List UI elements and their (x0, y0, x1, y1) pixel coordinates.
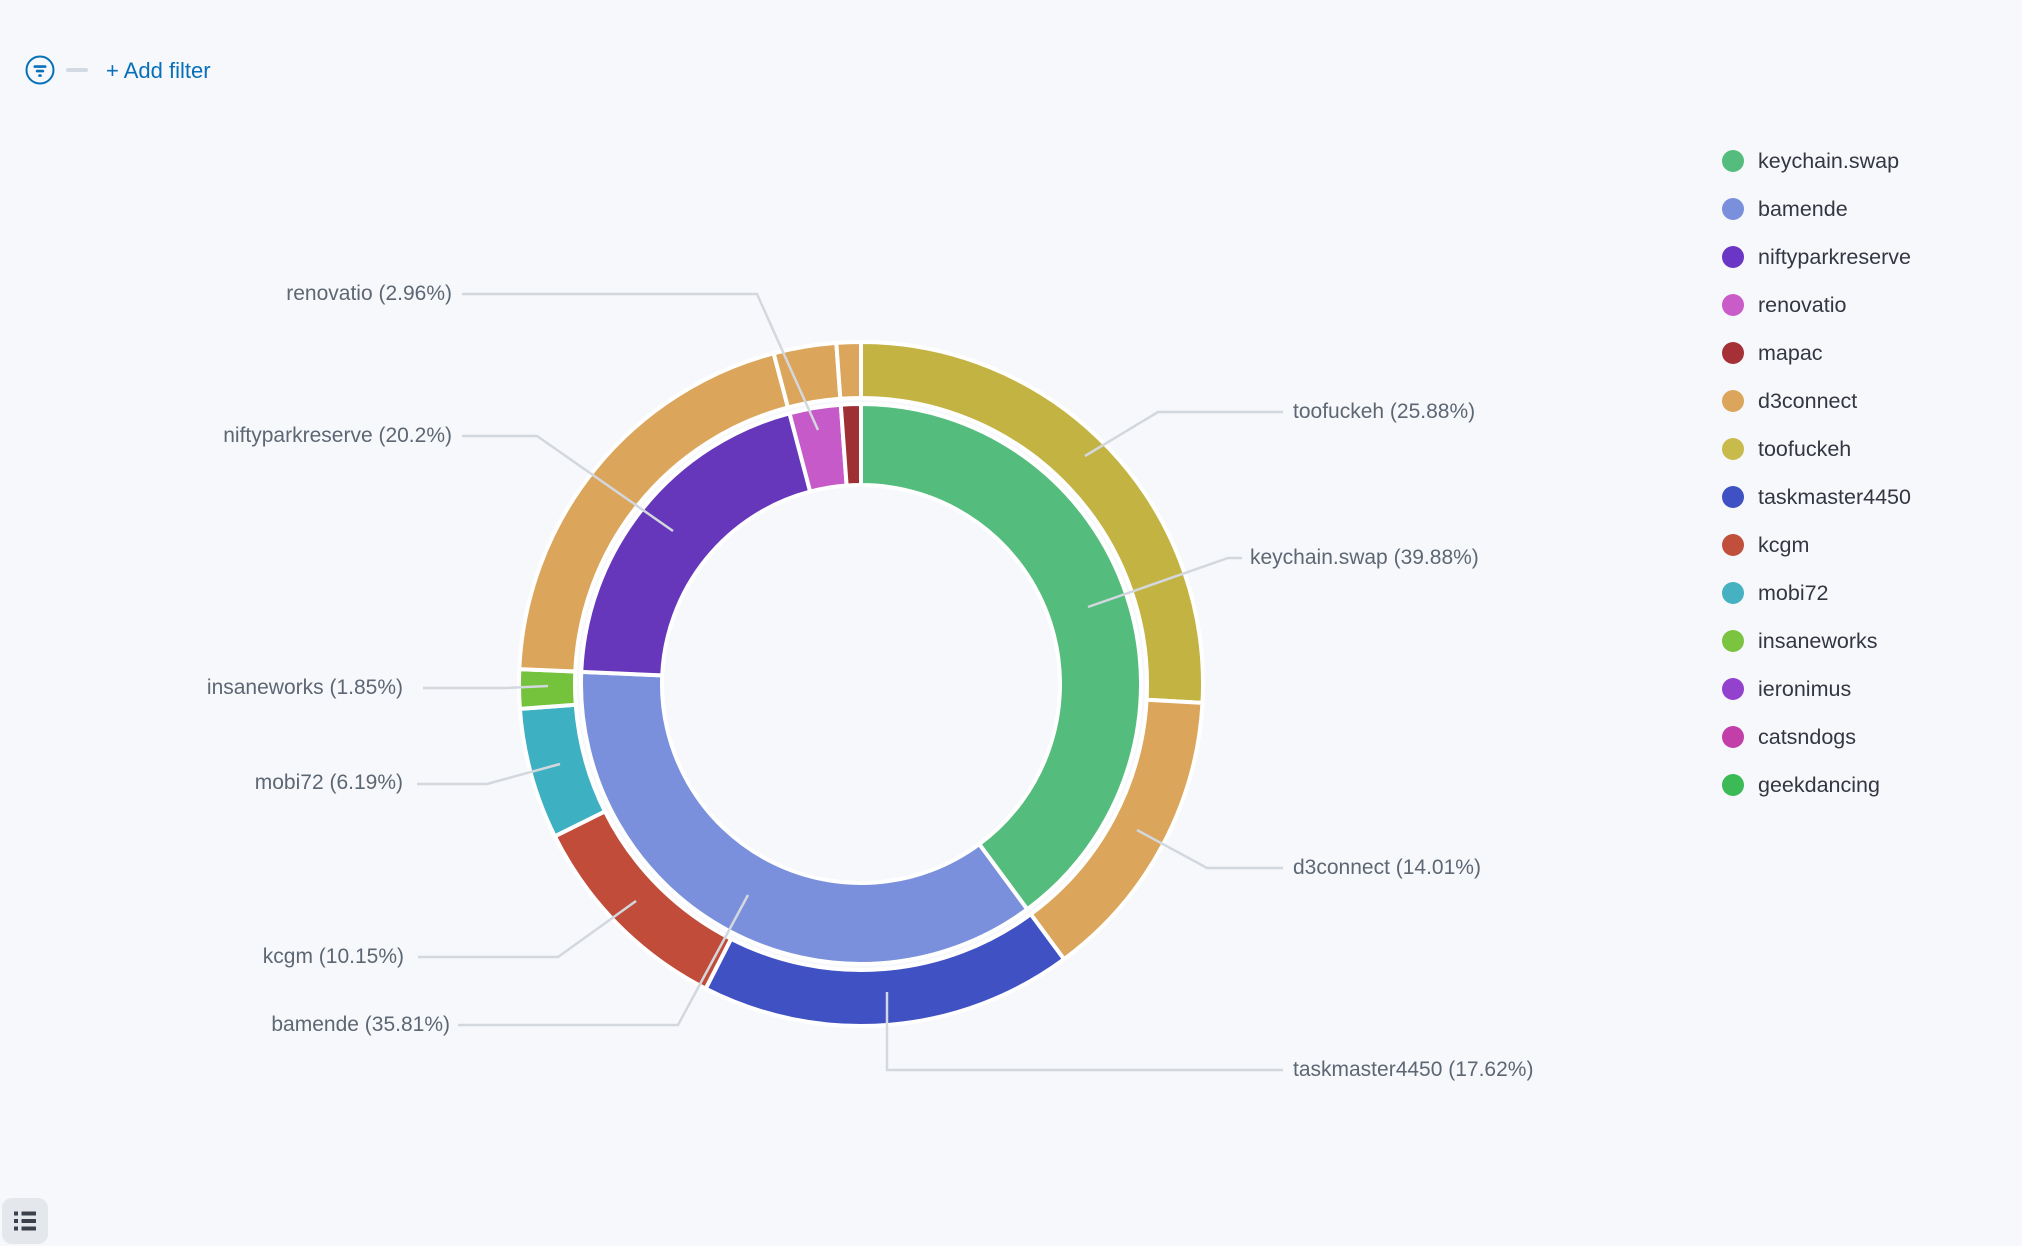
legend-label: keychain.swap (1758, 148, 1900, 173)
legend-label: d3connect (1758, 388, 1858, 413)
leader-line-taskmaster4450 (885, 992, 1283, 1072)
legend-label: kcgm (1758, 532, 1810, 557)
legend-item-niftyparkreserve[interactable]: niftyparkreserve (1722, 233, 1911, 281)
add-filter-button[interactable]: + Add filter (106, 54, 211, 88)
slice-label-d3connect: d3connect (14.01%) (1293, 856, 1481, 879)
filter-menu-icon[interactable] (25, 55, 55, 85)
legend-dot-bamende (1722, 198, 1744, 220)
legend-item-keychain.swap[interactable]: keychain.swap (1722, 137, 1911, 185)
slice-label-keychain.swap: keychain.swap (39.88%) (1250, 546, 1479, 569)
slice-label-insaneworks: insaneworks (1.85%) (206, 676, 403, 699)
legend-item-insaneworks[interactable]: insaneworks (1722, 617, 1911, 665)
slice-outer-d3connect[interactable] (834, 339, 863, 401)
slice-inner-mapac[interactable] (838, 402, 863, 488)
legend-dot-mobi72 (1722, 582, 1744, 604)
slice-label-niftyparkreserve: niftyparkreserve (20.2%) (223, 424, 452, 447)
legend-dot-kcgm (1722, 534, 1744, 556)
legend-label: ieronimus (1758, 676, 1852, 701)
slice-label-mobi72: mobi72 (6.19%) (254, 771, 403, 794)
leader-line-kcgm (418, 899, 637, 959)
legend-label: niftyparkreserve (1758, 244, 1911, 269)
legend-label: bamende (1758, 196, 1848, 221)
legend-label: mapac (1758, 340, 1823, 365)
legend-item-ieronimus[interactable]: ieronimus (1722, 665, 1911, 713)
legend-item-bamende[interactable]: bamende (1722, 185, 1911, 233)
legend-item-renovatio[interactable]: renovatio (1722, 281, 1911, 329)
legend-item-mapac[interactable]: mapac (1722, 329, 1911, 377)
legend-dot-mapac (1722, 342, 1744, 364)
legend-dot-insaneworks (1722, 630, 1744, 652)
slice-label-renovatio: renovatio (2.96%) (286, 282, 452, 305)
slice-label-kcgm: kcgm (10.15%) (262, 945, 404, 968)
legend-item-geekdancing[interactable]: geekdancing (1722, 761, 1911, 809)
filter-bar-dash (66, 68, 88, 72)
leader-line-toofuckeh (1084, 410, 1283, 458)
legend-item-mobi72[interactable]: mobi72 (1722, 569, 1911, 617)
leader-line-d3connect (1136, 828, 1283, 870)
chart-legend: keychain.swap bamende niftyparkreserve reno… (1722, 137, 1911, 809)
slice-label-toofuckeh: toofuckeh (25.88%) (1293, 400, 1476, 423)
legend-label: mobi72 (1758, 580, 1829, 605)
legend-label: insaneworks (1758, 628, 1878, 653)
leader-line-keychain.swap (1087, 556, 1242, 609)
legend-dot-toofuckeh (1722, 438, 1744, 460)
legend-dot-catsndogs (1722, 726, 1744, 748)
filter-bar: + Add filter (0, 0, 2022, 110)
slice-label-taskmaster4450: taskmaster4450 (17.62%) (1293, 1058, 1534, 1081)
legend-item-kcgm[interactable]: kcgm (1722, 521, 1911, 569)
legend-item-catsndogs[interactable]: catsndogs (1722, 713, 1911, 761)
leader-line-mobi72 (417, 762, 561, 786)
legend-label: taskmaster4450 (1758, 484, 1911, 509)
legend-label: toofuckeh (1758, 436, 1852, 461)
legend-dot-taskmaster4450 (1722, 486, 1744, 508)
legend-label: geekdancing (1758, 772, 1880, 797)
list-icon (14, 1211, 36, 1231)
leader-line-insaneworks (423, 684, 549, 690)
legend-dot-keychain.swap (1722, 150, 1744, 172)
leader-line-niftyparkreserve (462, 434, 674, 533)
slice-outer-insaneworks[interactable] (517, 667, 578, 711)
legend-item-d3connect[interactable]: d3connect (1722, 377, 1911, 425)
legend-label: catsndogs (1758, 724, 1857, 749)
legend-dot-renovatio (1722, 294, 1744, 316)
legend-dot-d3connect (1722, 390, 1744, 412)
leader-line-bamende (458, 894, 750, 1027)
slice-inner-keychain.swap[interactable] (859, 402, 1143, 912)
legend-dot-ieronimus (1722, 678, 1744, 700)
legend-item-toofuckeh[interactable]: toofuckeh (1722, 425, 1911, 473)
legend-item-taskmaster4450[interactable]: taskmaster4450 (1722, 473, 1911, 521)
legend-toggle-button[interactable] (2, 1198, 48, 1244)
slice-label-bamende: bamende (35.81%) (271, 1013, 450, 1036)
legend-dot-niftyparkreserve (1722, 246, 1744, 268)
legend-label: renovatio (1758, 292, 1847, 317)
slice-inner-bamende[interactable] (579, 669, 1030, 967)
legend-dot-geekdancing (1722, 774, 1744, 796)
leader-line-renovatio (462, 292, 820, 431)
